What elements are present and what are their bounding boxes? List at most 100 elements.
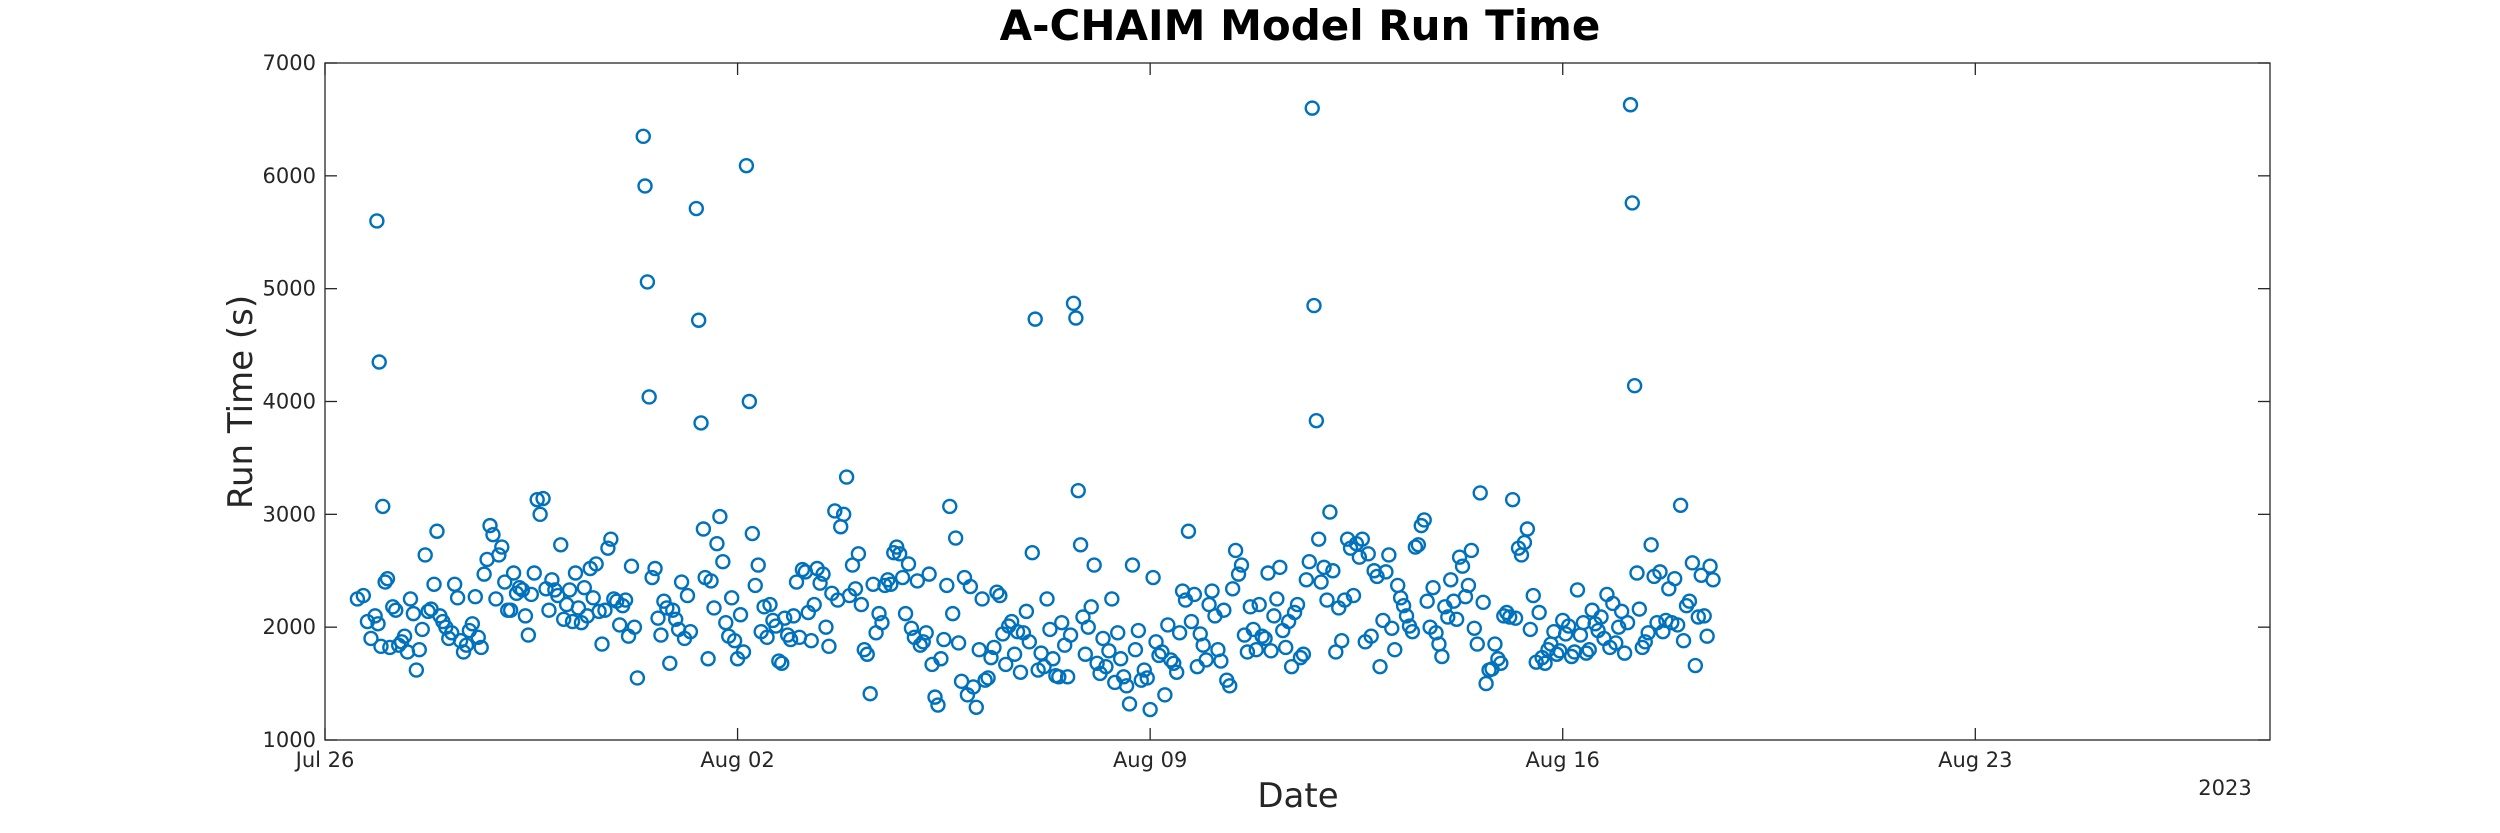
data-point — [930, 697, 946, 713]
data-point — [1115, 669, 1132, 685]
data-point — [1549, 646, 1565, 662]
x-tick-label: Aug 16 — [1526, 748, 1600, 772]
data-point — [367, 608, 383, 624]
data-point — [1519, 521, 1536, 537]
data-point — [718, 614, 734, 631]
data-point — [1054, 614, 1070, 631]
data-point — [1381, 547, 1397, 563]
data-point — [862, 686, 878, 702]
data-point — [1142, 701, 1158, 718]
data-point — [1180, 523, 1197, 539]
data-point — [514, 582, 531, 598]
data-point — [1605, 595, 1621, 612]
data-point — [1611, 619, 1627, 635]
data-point — [597, 602, 613, 618]
data-point — [1466, 620, 1483, 636]
data-point — [667, 611, 684, 627]
data-point — [1419, 593, 1435, 609]
data-point — [637, 178, 653, 194]
data-point — [744, 525, 761, 542]
data-point — [1009, 623, 1026, 640]
data-point — [741, 393, 758, 410]
data-point — [818, 619, 834, 635]
data-point — [570, 600, 587, 616]
data-point — [388, 602, 404, 618]
data-point — [1195, 637, 1211, 653]
data-point — [1369, 568, 1385, 585]
data-point — [1171, 625, 1188, 641]
y-tick-label: 3000 — [263, 502, 316, 526]
data-point — [1569, 582, 1586, 598]
data-point — [497, 574, 513, 590]
data-point — [1560, 618, 1577, 634]
data-point — [576, 579, 593, 596]
data-point — [1021, 634, 1038, 650]
data-point — [1616, 645, 1633, 661]
data-point — [1301, 554, 1317, 570]
data-point — [968, 699, 984, 715]
data-point — [682, 623, 699, 640]
data-point — [971, 642, 987, 658]
data-point — [827, 503, 843, 519]
y-tick-label: 7000 — [263, 51, 316, 75]
data-point — [1336, 592, 1353, 608]
data-point — [974, 591, 990, 607]
data-point — [405, 605, 422, 622]
data-point — [1051, 669, 1067, 685]
data-point — [806, 596, 822, 613]
data-point — [1640, 625, 1656, 641]
data-point — [1233, 557, 1250, 573]
data-point — [1036, 658, 1052, 675]
data-point — [1699, 628, 1715, 644]
data-point — [511, 579, 528, 596]
data-point — [891, 546, 908, 562]
data-point — [942, 498, 958, 515]
data-point — [1622, 97, 1639, 113]
data-point — [1242, 599, 1259, 615]
data-point — [491, 547, 507, 563]
data-point — [1286, 604, 1303, 621]
data-point — [1675, 633, 1692, 649]
data-point — [1272, 559, 1288, 576]
data-point — [1160, 617, 1176, 633]
data-point — [1643, 537, 1659, 553]
data-point — [1552, 643, 1568, 659]
data-point — [482, 517, 498, 534]
data-point — [594, 636, 610, 652]
data-point — [992, 587, 1008, 604]
x-tick-label: Jul 26 — [294, 748, 355, 772]
data-point — [449, 590, 466, 606]
data-point — [1416, 512, 1432, 528]
data-point — [494, 539, 510, 555]
data-point — [1168, 664, 1185, 680]
data-point — [1068, 310, 1084, 326]
data-point — [476, 566, 492, 582]
data-point — [1204, 583, 1220, 599]
data-point — [382, 639, 398, 656]
data-point — [1213, 653, 1229, 669]
data-point — [408, 662, 425, 678]
data-point — [411, 642, 428, 658]
data-point — [735, 644, 752, 660]
data-point — [1186, 586, 1203, 603]
data-point — [414, 621, 430, 638]
data-point — [847, 581, 864, 597]
data-point — [1121, 696, 1138, 712]
data-point — [641, 389, 657, 405]
data-point — [912, 637, 928, 653]
data-point — [1042, 621, 1058, 638]
data-point — [1392, 590, 1409, 606]
data-point — [1398, 608, 1415, 624]
data-point — [1024, 544, 1040, 561]
data-point — [927, 689, 943, 705]
data-point — [369, 213, 385, 229]
data-point — [402, 591, 419, 607]
data-point — [983, 649, 999, 666]
data-point — [444, 625, 460, 641]
data-point — [429, 523, 445, 539]
data-point — [1557, 626, 1574, 642]
data-point — [1404, 623, 1421, 640]
data-point — [874, 614, 890, 631]
data-point — [871, 605, 887, 622]
